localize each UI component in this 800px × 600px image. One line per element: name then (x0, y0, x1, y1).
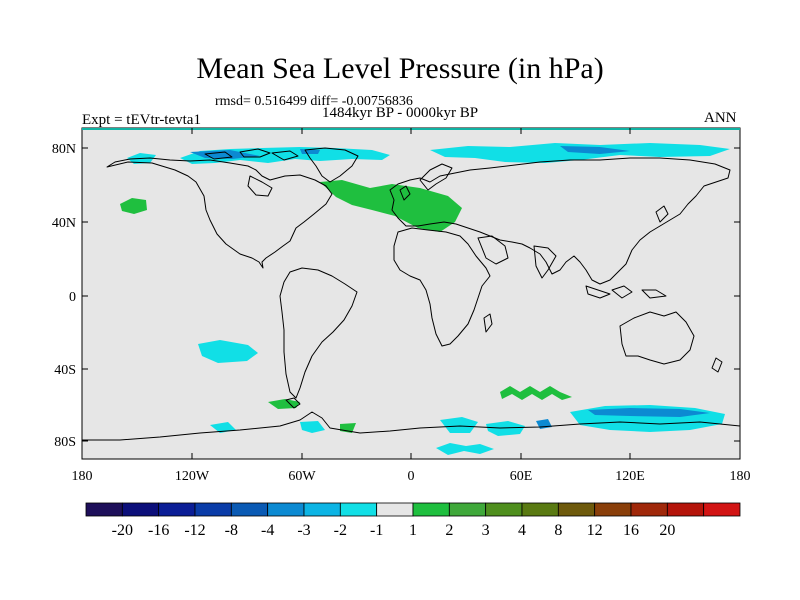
anomaly-arctic-siberia (430, 143, 730, 163)
lat-label-40s: 40S (54, 363, 76, 378)
lat-axis (82, 147, 740, 442)
lon-label-60e: 60E (510, 469, 533, 484)
colorbar-box (448, 502, 487, 517)
lat-label-0: 0 (69, 290, 76, 305)
colorbar: -20 -16 -12 -8 -4 -3 -2 -1 1 2 3 4 8 12 16 20 (85, 502, 741, 539)
colorbar-label: -1 (370, 522, 383, 539)
colorbar-label: -4 (261, 522, 274, 539)
colorbar-label: 2 (445, 522, 453, 539)
colorbar-label: 20 (659, 522, 675, 539)
coast-eurasia (389, 157, 731, 285)
colorbar-label: 4 (518, 522, 526, 539)
coast-africa (393, 227, 491, 347)
anomaly-antarctic-east-core (588, 408, 710, 417)
coast-antarctica (82, 411, 740, 441)
lat-label-80n: 80N (52, 142, 76, 157)
colorbar-label: -12 (184, 522, 205, 539)
colorbar-box (594, 502, 632, 517)
colorbar-label: -3 (297, 522, 310, 539)
coast-south-america (279, 267, 358, 399)
coast-india (533, 245, 557, 279)
lat-label-40n: 40N (52, 216, 76, 231)
coast-north-america (106, 157, 333, 269)
anomaly-siberia-core (560, 146, 630, 154)
colorbar-box (412, 502, 450, 517)
colorbar-box (630, 502, 668, 517)
lon-label-180-west: 180 (72, 469, 93, 484)
coast-arabia (477, 235, 509, 265)
colorbar-box (485, 502, 523, 517)
experiment-label: Expt = tEVtr-tevta1 (82, 112, 201, 128)
lon-label-60w: 60W (288, 469, 316, 484)
colorbar-box (521, 502, 559, 517)
colorbar-label: -8 (225, 522, 238, 539)
anomaly-antarctic-weddell (440, 417, 478, 433)
time-period: 1484kyr BP - 0000kyr BP (322, 105, 479, 121)
colorbar-label: -2 (334, 522, 347, 539)
colorbar-box (376, 502, 414, 517)
coast-britain (399, 185, 411, 201)
lat-label-80s: 80S (54, 435, 76, 450)
colorbar-label: 3 (482, 522, 490, 539)
coast-madagascar (483, 313, 493, 333)
coast-japan (655, 205, 669, 223)
colorbar-label: 12 (587, 522, 603, 539)
chart-title: Mean Sea Level Pressure (in hPa) (196, 52, 604, 85)
anomaly-fields (120, 143, 730, 455)
colorbar-label: 8 (554, 522, 562, 539)
coast-scandinavia (419, 163, 453, 191)
colorbar-box (267, 502, 305, 517)
colorbar-label: -16 (148, 522, 169, 539)
colorbar-box (194, 502, 232, 517)
lon-label-0: 0 (408, 469, 415, 484)
colorbar-label: -20 (112, 522, 133, 539)
anomaly-north-atlantic (320, 180, 462, 232)
colorbar-box (666, 502, 705, 517)
coastlines (82, 147, 740, 441)
coast-sumatra (585, 285, 611, 299)
coast-archipelago-2 (271, 150, 299, 161)
rmsd-diff-stats: rmsd= 0.516499 diff= -0.00756836 (215, 94, 413, 109)
season-label: ANN (704, 110, 737, 126)
coast-falklands (285, 397, 301, 409)
anomaly-south-pacific (198, 340, 258, 363)
coast-borneo (611, 285, 633, 299)
colorbar-box (339, 502, 378, 517)
lon-label-180-east: 180 (730, 469, 751, 484)
coast-new-zealand (711, 357, 723, 373)
lon-label-120w: 120W (175, 469, 210, 484)
anomaly-arctic-america-core (190, 150, 260, 159)
colorbar-box (303, 502, 341, 517)
lon-axis (191, 128, 631, 459)
coast-greenland (304, 147, 359, 183)
coast-hudson-bay (247, 175, 273, 197)
anomaly-north-pacific-green (120, 198, 147, 214)
colorbar-label: 16 (623, 522, 639, 539)
colorbar-box (557, 502, 596, 517)
coast-archipelago-3 (204, 151, 233, 160)
coast-archipelago-1 (239, 148, 271, 158)
colorbar-box (121, 502, 160, 517)
anomaly-south-indian-green (500, 386, 572, 400)
lon-label-120e: 120E (615, 469, 645, 484)
anomaly-antarctic-interior (436, 443, 494, 455)
colorbar-box (703, 502, 741, 517)
colorbar-box (158, 502, 196, 517)
colorbar-box (85, 502, 123, 517)
anomaly-antarctic-south-atlantic (486, 421, 525, 436)
anomaly-antarctic-ross (210, 422, 236, 433)
coast-new-guinea (641, 289, 667, 299)
coast-australia (619, 311, 695, 365)
colorbar-box (230, 502, 269, 517)
colorbar-label: 1 (409, 522, 417, 539)
anomaly-antarctic-bellingshausen (300, 421, 325, 433)
